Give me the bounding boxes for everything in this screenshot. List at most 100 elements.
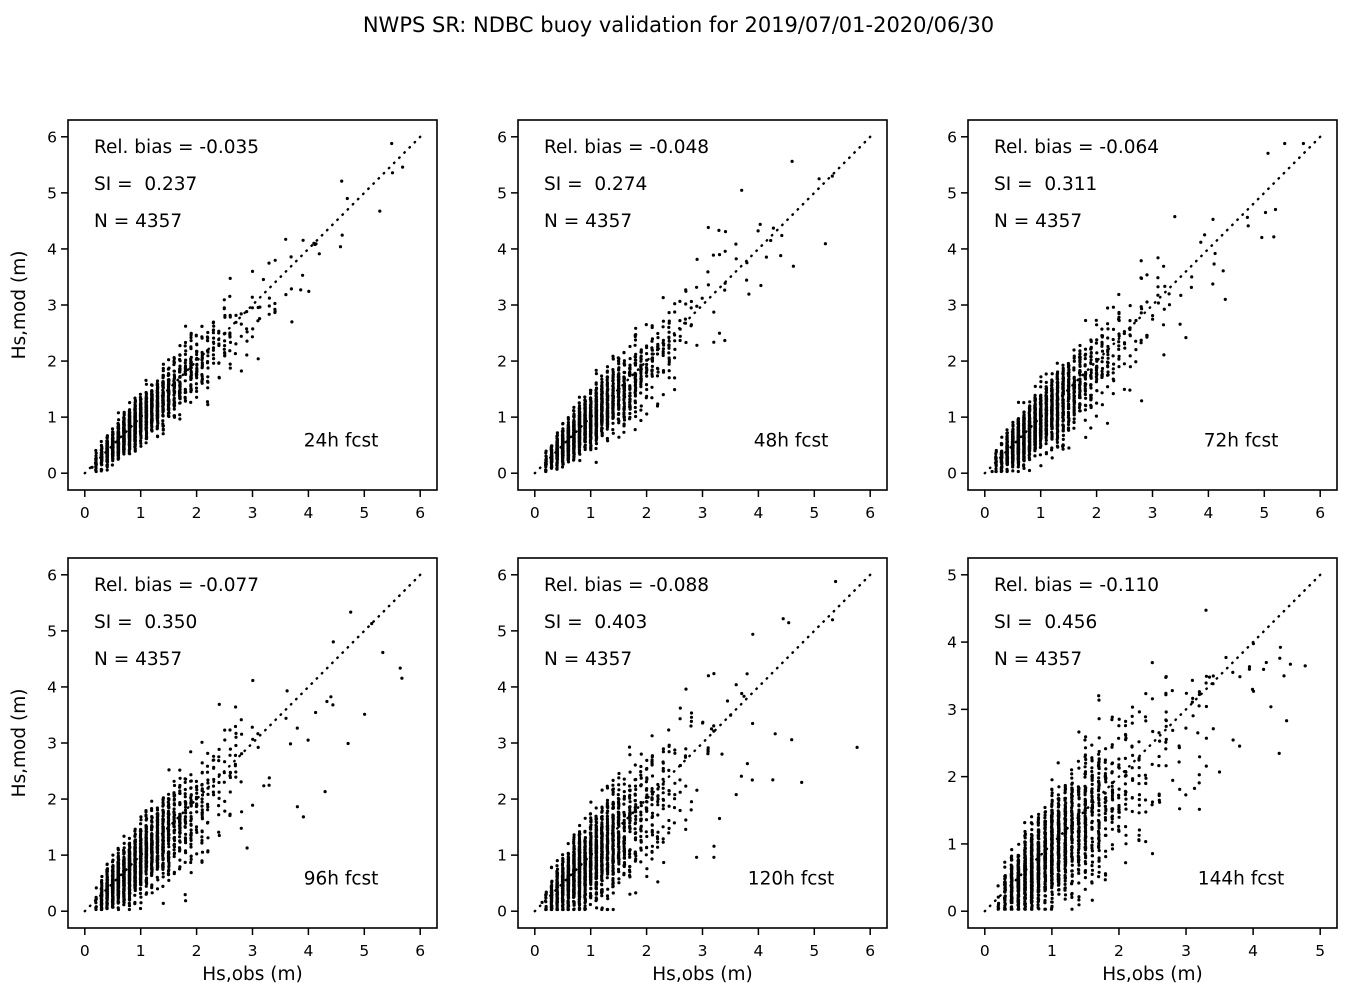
y-tick-label: 2 [47,353,57,371]
subplot-96h-fcst: 0 1 2 3 4 5 6 0 1 2 3 4 5 6 Rel. bias = -0.077 SI = 0.3… [9,557,438,985]
y-tick-label: 1 [47,409,57,427]
subplot-48h-fcst: 0 1 2 3 4 5 6 0 1 2 3 4 5 6 Rel. bias = -0.048 SI = 0.2… [497,119,888,522]
x-tick-label: 2 [192,504,202,522]
y-tick-label: 3 [497,735,507,753]
stats-n: N = 4357 [994,211,1082,232]
y-tick-label: 5 [497,184,507,202]
y-tick-label: 1 [47,847,57,865]
stats-n: N = 4357 [94,211,182,232]
x-tick-label: 6 [415,942,425,960]
fcst-label: 24h fcst [304,430,379,451]
stats-n: N = 4357 [94,649,182,670]
y-tick-label: 5 [497,622,507,640]
x-tick-label: 5 [359,942,369,960]
y-tick-label: 2 [47,791,57,809]
x-tick-label: 1 [586,504,596,522]
y-ticks: 0 1 2 3 4 5 6 [47,566,68,921]
y-tick-label: 3 [947,297,957,315]
x-tick-label: 6 [865,504,875,522]
x-tick-label: 3 [248,942,258,960]
y-tick-label: 2 [497,791,507,809]
x-tick-label: 1 [136,942,146,960]
stats-rel-bias: Rel. bias = -0.088 [544,575,709,596]
y-tick-label: 0 [47,903,57,921]
x-tick-label: 3 [1148,504,1158,522]
stats-si: SI = 0.274 [544,174,647,195]
x-axis-label: Hs,obs (m) [652,964,752,985]
x-tick-label: 4 [1248,942,1258,960]
y-tick-label: 4 [47,240,57,258]
x-tick-label: 6 [1315,504,1325,522]
y-tick-label: 0 [47,465,57,483]
y-ticks: 0 1 2 3 4 5 6 [497,566,518,921]
x-axis-label: Hs,obs (m) [202,964,302,985]
x-tick-label: 0 [980,504,990,522]
y-tick-label: 6 [947,128,957,146]
stats-si: SI = 0.403 [544,612,647,633]
y-tick-label: 1 [947,409,957,427]
x-tick-label: 6 [415,504,425,522]
x-ticks: 0 1 2 3 4 5 6 [80,928,425,960]
x-tick-label: 4 [753,942,763,960]
x-tick-label: 0 [80,942,90,960]
fcst-label: 48h fcst [754,430,829,451]
y-tick-label: 5 [47,184,57,202]
y-tick-label: 0 [497,465,507,483]
x-tick-label: 5 [809,504,819,522]
x-tick-label: 5 [1259,504,1269,522]
x-ticks: 0 1 2 3 4 5 6 [80,490,425,522]
scatter-points [94,610,404,912]
x-tick-label: 4 [1203,504,1213,522]
stats-rel-bias: Rel. bias = -0.064 [994,137,1159,158]
y-tick-label: 2 [947,768,957,786]
y-tick-label: 2 [497,353,507,371]
x-tick-label: 5 [1315,942,1325,960]
x-tick-label: 2 [642,504,652,522]
figure-title: NWPS SR: NDBC buoy validation for 2019/0… [362,13,995,37]
y-tick-label: 3 [497,297,507,315]
stats-si: SI = 0.350 [94,612,197,633]
y-tick-label: 3 [47,735,57,753]
stats-n: N = 4357 [544,211,632,232]
stats-rel-bias: Rel. bias = -0.035 [94,137,259,158]
x-tick-label: 0 [80,504,90,522]
y-tick-label: 4 [497,678,507,696]
y-tick-label: 2 [947,353,957,371]
y-tick-label: 6 [497,128,507,146]
fcst-label: 120h fcst [748,868,835,889]
y-tick-label: 1 [947,835,957,853]
x-tick-label: 1 [1036,504,1046,522]
subplot-24h-fcst: 0 1 2 3 4 5 6 0 1 2 3 4 5 6 Rel. bias = -0.035 SI = 0.2… [9,119,438,522]
x-tick-label: 2 [1092,504,1102,522]
y-tick-label: 3 [47,297,57,315]
x-tick-label: 3 [248,504,258,522]
subplot-72h-fcst: 0 1 2 3 4 5 6 0 1 2 3 4 5 6 Rel. bias = -0.064 SI = 0.3… [947,119,1338,522]
subplot-120h-fcst: 0 1 2 3 4 5 6 0 1 2 3 4 5 6 Rel. bias = -0.088 SI = 0.4… [497,557,888,985]
subplot-144h-fcst: 0 1 2 3 4 5 0 1 2 3 4 5 Rel. bias = -0.110 SI = 0.456… [947,557,1338,985]
x-tick-label: 0 [530,942,540,960]
stats-rel-bias: Rel. bias = -0.077 [94,575,259,596]
x-tick-label: 0 [530,504,540,522]
y-tick-label: 6 [497,566,507,584]
x-ticks: 0 1 2 3 4 5 6 [980,490,1325,522]
y-tick-label: 3 [947,701,957,719]
y-tick-label: 4 [947,240,957,258]
stats-n: N = 4357 [544,649,632,670]
stats-n: N = 4357 [994,649,1082,670]
x-tick-label: 6 [865,942,875,960]
y-tick-label: 4 [47,678,57,696]
stats-si: SI = 0.237 [94,174,197,195]
stats-rel-bias: Rel. bias = -0.048 [544,137,709,158]
stats-si: SI = 0.311 [994,174,1097,195]
y-tick-label: 6 [47,128,57,146]
x-tick-label: 5 [809,942,819,960]
y-tick-label: 1 [497,409,507,427]
x-axis-label: Hs,obs (m) [1102,964,1202,985]
fcst-label: 72h fcst [1204,430,1279,451]
x-tick-label: 0 [980,942,990,960]
fcst-label: 96h fcst [304,868,379,889]
x-tick-label: 4 [303,504,313,522]
scatter-points [544,159,834,474]
x-ticks: 0 1 2 3 4 5 6 [530,490,875,522]
